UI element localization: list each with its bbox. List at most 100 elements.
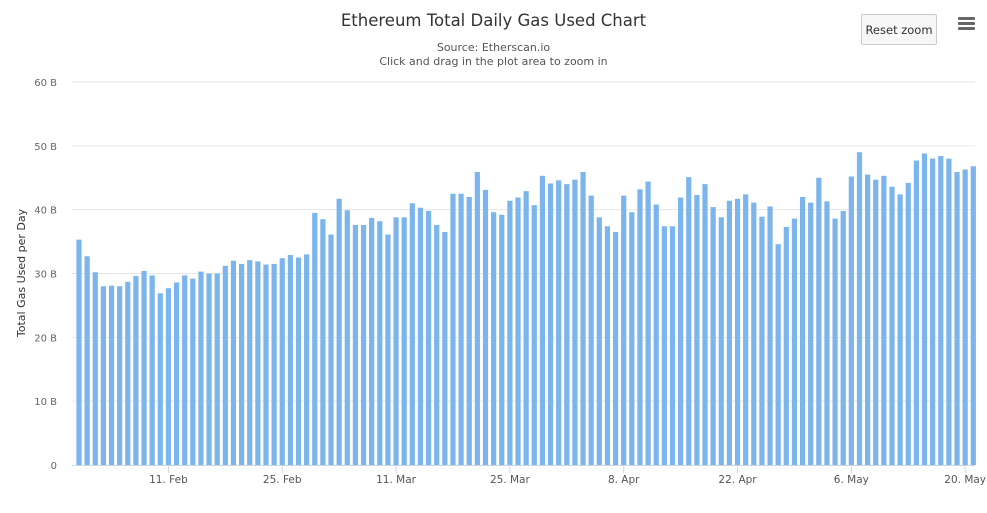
bar[interactable] xyxy=(247,260,253,465)
bar[interactable] xyxy=(369,217,375,465)
bar[interactable] xyxy=(710,207,716,465)
bar[interactable] xyxy=(783,226,789,465)
bar[interactable] xyxy=(702,184,708,465)
bar[interactable] xyxy=(157,293,163,465)
bar[interactable] xyxy=(206,273,212,466)
bar[interactable] xyxy=(149,275,155,465)
bar[interactable] xyxy=(125,281,131,465)
bar[interactable] xyxy=(466,196,472,465)
bar[interactable] xyxy=(165,288,172,465)
bar[interactable] xyxy=(108,285,115,465)
bar[interactable] xyxy=(141,270,147,465)
bar[interactable] xyxy=(279,258,285,465)
bar[interactable] xyxy=(385,234,391,465)
bar[interactable] xyxy=(515,197,521,465)
bar[interactable] xyxy=(889,186,895,466)
bar[interactable] xyxy=(336,198,342,465)
bar[interactable] xyxy=(726,200,732,466)
bar[interactable] xyxy=(751,202,757,465)
bar[interactable] xyxy=(539,175,546,465)
bar[interactable] xyxy=(743,194,749,465)
bar[interactable] xyxy=(612,232,619,465)
bar[interactable] xyxy=(799,196,806,465)
bar[interactable] xyxy=(442,232,448,465)
bar[interactable] xyxy=(588,195,594,465)
hamburger-menu-icon[interactable] xyxy=(958,17,975,31)
bar[interactable] xyxy=(417,207,424,466)
bar[interactable] xyxy=(100,286,106,465)
bar[interactable] xyxy=(531,205,537,465)
bar[interactable] xyxy=(84,256,90,465)
bar[interactable] xyxy=(198,271,204,465)
bar[interactable] xyxy=(222,265,228,465)
bar[interactable] xyxy=(190,278,196,465)
bar[interactable] xyxy=(930,158,936,465)
bar[interactable] xyxy=(434,224,440,465)
bar[interactable] xyxy=(133,276,139,465)
bar[interactable] xyxy=(547,183,554,465)
bar[interactable] xyxy=(848,176,854,465)
bar[interactable] xyxy=(921,153,928,465)
bar[interactable] xyxy=(881,175,887,465)
bar[interactable] xyxy=(352,224,359,465)
bar[interactable] xyxy=(239,263,245,465)
bar[interactable] xyxy=(954,172,960,465)
bar[interactable] xyxy=(360,224,367,465)
bar[interactable] xyxy=(873,179,879,466)
bar[interactable] xyxy=(377,221,383,465)
bar[interactable] xyxy=(637,189,643,466)
bar[interactable] xyxy=(287,254,293,465)
bar[interactable] xyxy=(669,226,676,465)
bar[interactable] xyxy=(507,200,513,466)
bar[interactable] xyxy=(913,160,919,465)
bar[interactable] xyxy=(596,217,602,465)
bar[interactable] xyxy=(840,210,846,465)
bar[interactable] xyxy=(694,194,700,466)
bar[interactable] xyxy=(661,226,667,465)
bar[interactable] xyxy=(580,172,586,465)
bar[interactable] xyxy=(295,257,302,465)
bar[interactable] xyxy=(214,273,220,466)
bar[interactable] xyxy=(629,212,635,465)
bar[interactable] xyxy=(312,212,318,465)
bar[interactable] xyxy=(767,206,773,465)
bar[interactable] xyxy=(425,210,432,465)
bar[interactable] xyxy=(962,169,968,465)
bar[interactable] xyxy=(905,182,911,465)
bar[interactable] xyxy=(572,179,578,466)
bar[interactable] xyxy=(523,191,529,465)
bar[interactable] xyxy=(865,174,871,465)
bar[interactable] xyxy=(320,219,326,465)
bar[interactable] xyxy=(304,254,310,465)
bar[interactable] xyxy=(401,217,407,465)
bar[interactable] xyxy=(653,204,659,465)
bar[interactable] xyxy=(808,202,814,465)
bar[interactable] xyxy=(230,260,237,465)
bar[interactable] xyxy=(946,158,952,465)
bar[interactable] xyxy=(117,286,123,465)
bar[interactable] xyxy=(678,197,684,465)
bar[interactable] xyxy=(450,193,456,466)
bar[interactable] xyxy=(271,263,277,465)
bar[interactable] xyxy=(564,184,570,465)
bar[interactable] xyxy=(409,203,415,466)
bar[interactable] xyxy=(856,152,863,465)
bar[interactable] xyxy=(344,210,350,465)
bar[interactable] xyxy=(76,239,82,465)
bar[interactable] xyxy=(458,193,464,466)
bar[interactable] xyxy=(474,172,480,465)
bar[interactable] xyxy=(263,264,269,465)
bar[interactable] xyxy=(604,226,611,465)
bar[interactable] xyxy=(645,181,651,465)
bar[interactable] xyxy=(393,217,399,465)
bar[interactable] xyxy=(686,177,692,465)
bar[interactable] xyxy=(970,166,976,465)
bar[interactable] xyxy=(734,198,741,465)
bar[interactable] xyxy=(482,189,489,465)
bar[interactable] xyxy=(718,217,724,465)
bar[interactable] xyxy=(328,234,334,465)
bar[interactable] xyxy=(759,216,765,465)
bar[interactable] xyxy=(938,156,944,465)
bar[interactable] xyxy=(832,218,838,465)
